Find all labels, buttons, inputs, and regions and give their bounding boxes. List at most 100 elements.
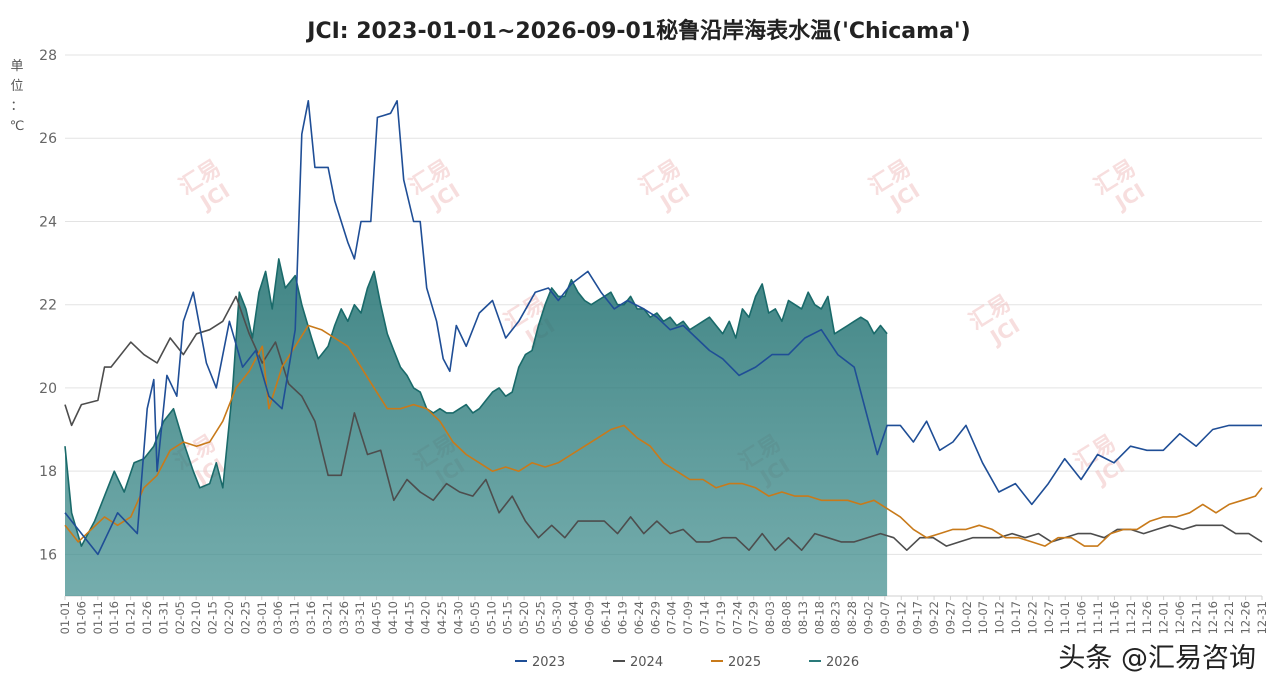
x-tick-label: 05-05 [468,601,482,634]
legend-label-2024: 2024 [630,655,663,670]
x-tick-label: 09-22 [927,601,941,634]
x-tick-label: 03-26 [337,601,351,634]
x-tick-label: 07-24 [730,601,744,634]
y-axis-ticks: 16 18 20 22 24 26 28 [39,48,57,563]
x-tick-label: 06-14 [599,601,613,634]
series-line-2024 [64,295,1263,551]
x-tick-label: 01-11 [91,601,105,634]
x-tick-label: 05-10 [484,601,498,634]
x-tick-label: 07-19 [714,601,728,634]
chart-title: JCI: 2023-01-01~2026-09-01秘鲁沿岸海表水温('Chic… [305,18,970,44]
x-tick-label: 09-27 [943,601,957,634]
x-tick-label: 06-24 [632,601,646,634]
x-tick-label: 11-21 [1124,601,1138,634]
x-tick-label: 02-05 [173,601,187,634]
y-axis-unit-char: 位 [10,79,23,94]
x-tick-label: 01-21 [124,601,138,634]
x-tick-label: 12-31 [1255,601,1269,634]
series-layer [64,100,1263,596]
x-tick-label: 03-06 [271,601,285,634]
y-tick-label: 20 [39,381,57,397]
y-tick-label: 22 [39,298,57,314]
x-tick-label: 04-05 [370,601,384,634]
legend-label-2023: 2023 [532,655,565,670]
x-tick-label: 09-17 [911,601,925,634]
x-tick-label: 04-20 [419,601,433,634]
x-tick-label: 06-19 [616,601,630,634]
y-tick-label: 18 [39,464,57,480]
x-tick-label: 12-01 [1157,601,1171,634]
x-tick-label: 06-09 [583,601,597,634]
y-axis-unit-char: ℃ [10,119,25,134]
x-tick-label: 02-25 [238,601,252,634]
y-axis-unit-char: 单 [10,59,23,74]
x-tick-label: 10-22 [1025,601,1039,634]
x-tick-label: 11-26 [1140,601,1154,634]
x-tick-label: 03-16 [304,601,318,634]
series-line-2023 [64,100,1262,556]
x-tick-label: 03-11 [288,601,302,634]
x-tick-label: 01-01 [58,601,72,634]
x-tick-label: 10-17 [1009,601,1023,634]
x-tick-label: 07-09 [681,601,695,634]
series-line-2026 [64,258,888,547]
x-tick-label: 11-16 [1107,601,1121,634]
x-tick-label: 12-21 [1222,601,1236,634]
y-axis-unit-char: ： [10,99,23,114]
x-tick-label: 10-12 [993,601,1007,634]
x-tick-label: 12-16 [1206,601,1220,634]
x-tick-label: 06-04 [566,601,580,634]
y-axis-unit-label: 单位 ： ℃ [10,59,25,134]
x-tick-label: 03-21 [320,601,334,634]
y-tick-label: 28 [39,48,57,64]
x-tick-label: 09-07 [878,601,892,634]
x-tick-label: 08-23 [829,601,843,634]
x-tick-label: 02-20 [222,601,236,634]
x-tick-label: 08-28 [845,601,859,634]
source-credit: 头条 @汇易咨询 [1058,643,1256,674]
x-tick-label: 04-10 [386,601,400,634]
x-tick-label: 02-15 [206,601,220,634]
x-tick-label: 08-18 [812,601,826,634]
x-tick-label: 11-06 [1075,601,1089,634]
x-tick-label: 08-03 [763,601,777,634]
series-line-2025 [64,324,1263,547]
legend-label-2026: 2026 [826,655,859,670]
x-tick-label: 04-15 [402,601,416,634]
series-area-2026 [65,258,888,596]
x-tick-label: 11-11 [1091,601,1105,634]
x-tick-label: 05-25 [534,601,548,634]
x-tick-label: 10-27 [1042,601,1056,634]
x-tick-label: 03-31 [353,601,367,634]
x-tick-label: 12-26 [1239,601,1253,634]
x-tick-label: 09-12 [894,601,908,634]
x-tick-label: 04-30 [452,601,466,634]
y-tick-label: 16 [39,547,57,563]
x-tick-label: 05-15 [501,601,515,634]
x-tick-label: 08-13 [796,601,810,634]
x-tick-label: 10-07 [976,601,990,634]
y-tick-label: 24 [39,214,57,230]
x-tick-label: 10-02 [960,601,974,634]
x-axis-ticks: 01-01 01-06 01-11 01-16 01-21 01-26 01-31 02-05… [58,596,1269,634]
x-tick-label: 01-06 [74,601,88,634]
x-tick-label: 02-10 [189,601,203,634]
x-tick-label: 05-20 [517,601,531,634]
y-tick-label: 26 [39,131,57,147]
legend-label-2025: 2025 [728,655,761,670]
x-tick-label: 09-02 [861,601,875,634]
x-tick-label: 07-14 [697,601,711,634]
x-tick-label: 04-25 [435,601,449,634]
legend: 2023 2024 2025 2026 [515,655,859,670]
x-tick-label: 03-01 [255,601,269,634]
x-tick-label: 01-26 [140,601,154,634]
x-tick-label: 07-04 [665,601,679,634]
x-tick-label: 11-01 [1058,601,1072,634]
x-tick-label: 12-11 [1189,601,1203,634]
